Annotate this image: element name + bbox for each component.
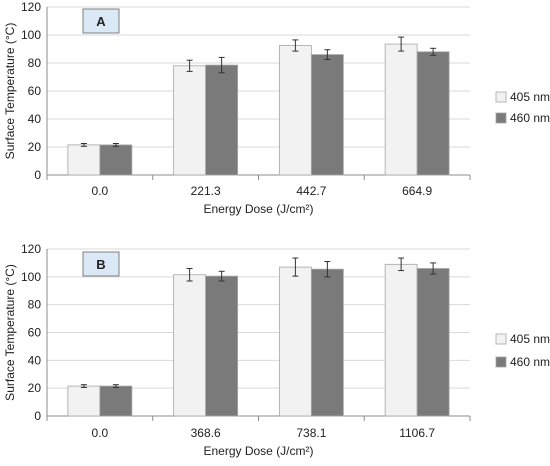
x-axis-title: Energy Dose (J/cm²) bbox=[203, 202, 313, 216]
y-tick-label: 40 bbox=[28, 353, 42, 367]
panel-label-box bbox=[82, 251, 120, 277]
y-tick-label: 20 bbox=[28, 381, 42, 395]
bar-405nm bbox=[67, 144, 101, 176]
legend-label: 405 nm bbox=[510, 90, 550, 104]
y-tick-label: 0 bbox=[34, 168, 41, 182]
x-tick-label: 368.6 bbox=[191, 426, 221, 440]
y-tick-label: 80 bbox=[28, 298, 42, 312]
y-tick-label: 0 bbox=[34, 409, 41, 423]
bar-405nm bbox=[384, 263, 418, 417]
panel-label-box bbox=[82, 8, 120, 34]
y-tick-label: 80 bbox=[28, 56, 42, 70]
y-tick-label: 100 bbox=[21, 28, 41, 42]
legend-swatch bbox=[495, 91, 507, 103]
bar-460nm bbox=[205, 275, 239, 417]
x-tick-label: 442.7 bbox=[296, 184, 326, 198]
legend-swatch bbox=[495, 356, 507, 368]
y-tick-label: 120 bbox=[21, 242, 41, 256]
x-tick-label: 664.9 bbox=[402, 184, 432, 198]
x-tick-label: 0.0 bbox=[92, 426, 109, 440]
panel-label: A bbox=[96, 14, 106, 29]
legend-label: 460 nm bbox=[510, 355, 550, 369]
y-tick-label: 120 bbox=[21, 0, 41, 14]
chart-panel-a: 0 20 40 60 80 100 120 0.0 221.3 442.7 664.9 Energy … bbox=[3, 0, 550, 216]
y-axis-title: Surface Temperature (°C) bbox=[3, 23, 17, 160]
legend-label: 460 nm bbox=[510, 111, 550, 125]
y-tick-label: 60 bbox=[28, 326, 42, 340]
bar-405nm bbox=[278, 45, 312, 176]
bar-405nm bbox=[384, 43, 418, 176]
x-tick-label: 1106.7 bbox=[399, 426, 435, 440]
y-tick-label: 20 bbox=[28, 140, 42, 154]
bar-405nm bbox=[173, 65, 207, 176]
bar-460nm bbox=[416, 51, 450, 176]
y-tick-label: 60 bbox=[28, 84, 42, 98]
bar-460nm bbox=[416, 268, 450, 417]
y-axis-title: Surface Temperature (°C) bbox=[3, 264, 17, 401]
x-tick-label: 0.0 bbox=[92, 184, 109, 198]
bar-460nm bbox=[205, 64, 239, 176]
x-tick-label: 738.1 bbox=[296, 426, 326, 440]
bar-405nm bbox=[173, 274, 207, 417]
bar-405nm bbox=[67, 385, 101, 417]
bar-405nm bbox=[278, 266, 312, 417]
bar-460nm bbox=[310, 268, 344, 417]
y-tick-label: 40 bbox=[28, 112, 42, 126]
panel-label: B bbox=[96, 257, 105, 272]
chart-panel-b: 0 20 40 60 80 100 120 0.0 368.6 738.1 1106.7 Energy… bbox=[3, 242, 550, 458]
legend-label: 405 nm bbox=[510, 332, 550, 346]
x-axis-title: Energy Dose (J/cm²) bbox=[203, 444, 313, 458]
y-tick-label: 100 bbox=[21, 270, 41, 284]
legend-swatch bbox=[495, 112, 507, 124]
legend-swatch bbox=[495, 333, 507, 345]
x-tick-label: 221.3 bbox=[191, 184, 221, 198]
bar-460nm bbox=[99, 385, 133, 417]
bar-460nm bbox=[310, 54, 344, 176]
bar-460nm bbox=[99, 144, 133, 176]
